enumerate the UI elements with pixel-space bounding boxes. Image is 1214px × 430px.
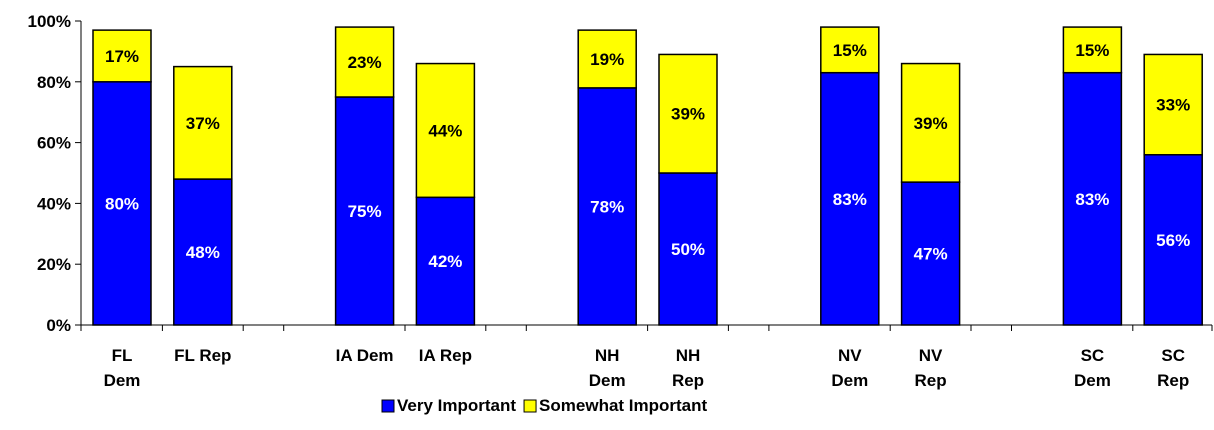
data-label: 48% xyxy=(186,243,220,262)
data-label: 37% xyxy=(186,114,220,133)
y-tick-label: 60% xyxy=(37,134,71,153)
data-label: 39% xyxy=(914,114,948,133)
category-label: NH xyxy=(595,346,620,365)
category-label: SC xyxy=(1081,346,1105,365)
y-tick-label: 40% xyxy=(37,194,71,213)
y-tick-label: 80% xyxy=(37,73,71,92)
category-label: NV xyxy=(919,346,943,365)
legend-label-very-important: Very Important xyxy=(397,396,516,415)
data-label: 17% xyxy=(105,47,139,66)
data-label: 80% xyxy=(105,194,139,213)
category-label: Rep xyxy=(1157,371,1189,390)
bar-somewhat-important xyxy=(820,26,880,74)
category-label: Rep xyxy=(915,371,947,390)
bar-somewhat-important xyxy=(415,62,476,199)
legend-label-somewhat-important: Somewhat Important xyxy=(539,396,707,415)
category-label: IA Dem xyxy=(336,346,394,365)
bar-somewhat-important xyxy=(173,65,233,180)
data-label: 15% xyxy=(1075,41,1109,60)
category-label: FL Rep xyxy=(174,346,231,365)
bar-very-important xyxy=(173,178,233,326)
y-tick-label: 0% xyxy=(46,316,71,335)
legend-swatch-very-important xyxy=(381,399,395,413)
data-label: 39% xyxy=(671,105,705,124)
data-label: 42% xyxy=(428,252,462,271)
bar-somewhat-important xyxy=(1143,53,1203,156)
category-label: NH xyxy=(676,346,701,365)
bar-very-important xyxy=(334,96,395,326)
data-label: 75% xyxy=(348,202,382,221)
bar-very-important xyxy=(1062,71,1123,326)
bar-very-important xyxy=(415,196,476,326)
category-label: NV xyxy=(838,346,862,365)
data-label: 15% xyxy=(833,41,867,60)
category-label: Dem xyxy=(831,371,868,390)
bar-somewhat-important xyxy=(577,29,637,89)
y-tick-label: 20% xyxy=(37,255,71,274)
bar-very-important xyxy=(820,71,880,326)
category-label: Dem xyxy=(1074,371,1111,390)
bar-somewhat-important xyxy=(1062,26,1123,74)
category-label: Dem xyxy=(589,371,626,390)
data-label: 83% xyxy=(1075,190,1109,209)
category-label: IA Rep xyxy=(419,346,472,365)
y-tick-label: 100% xyxy=(28,12,71,31)
data-label: 47% xyxy=(914,245,948,264)
data-label: 78% xyxy=(590,197,624,216)
bar-somewhat-important xyxy=(900,62,961,183)
data-label: 33% xyxy=(1156,96,1190,115)
bar-very-important xyxy=(1143,154,1203,326)
data-label: 83% xyxy=(833,190,867,209)
data-label: 44% xyxy=(428,121,462,140)
category-label: FL xyxy=(112,346,133,365)
data-label: 56% xyxy=(1156,231,1190,250)
category-label: SC xyxy=(1161,346,1185,365)
data-label: 23% xyxy=(348,53,382,72)
bar-somewhat-important xyxy=(92,29,152,83)
bar-somewhat-important xyxy=(334,26,395,98)
bar-somewhat-important xyxy=(658,53,718,174)
data-label: 19% xyxy=(590,50,624,69)
bar-very-important xyxy=(577,87,637,326)
bar-very-important xyxy=(92,81,152,326)
category-label: Rep xyxy=(672,371,704,390)
data-label: 50% xyxy=(671,240,705,259)
category-label: Dem xyxy=(104,371,141,390)
legend-swatch-somewhat-important xyxy=(523,399,537,413)
